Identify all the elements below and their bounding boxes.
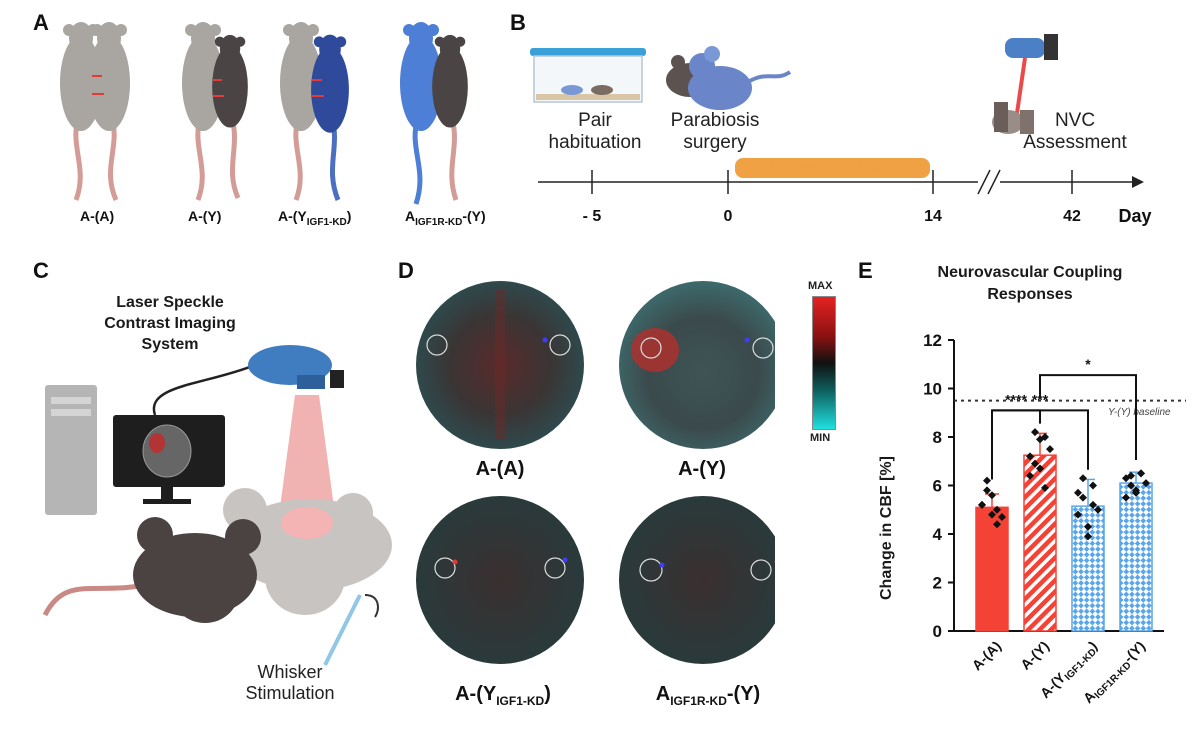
data-point bbox=[1041, 483, 1049, 492]
lsci-caption-ay-igf1kd: A-(YIGF1-KD) bbox=[455, 683, 551, 708]
lsci-image-aigf1rkd-y bbox=[619, 496, 775, 664]
nvc-setup-illustration bbox=[992, 34, 1058, 134]
lsci-caption-aa: A-(A) bbox=[475, 458, 525, 480]
lsci-image-ay-igf1kd bbox=[416, 496, 584, 664]
significance-label: * bbox=[1085, 356, 1091, 372]
colorbar bbox=[812, 296, 836, 430]
y-tick-label: 8 bbox=[933, 428, 942, 447]
panel-label-e: E bbox=[858, 258, 873, 283]
camera-illustration bbox=[248, 345, 344, 389]
data-point bbox=[993, 505, 1001, 514]
data-point bbox=[983, 486, 991, 495]
data-point bbox=[1079, 493, 1087, 502]
data-point bbox=[988, 491, 996, 500]
timeline-step-surgery: Parabiosis surgery bbox=[670, 110, 760, 153]
y-tick-label: 6 bbox=[933, 477, 942, 496]
y-tick-label: 10 bbox=[923, 380, 942, 399]
significance-label: **** bbox=[1005, 391, 1027, 407]
panel-label-c: C bbox=[33, 258, 49, 283]
mouse-pair-3 bbox=[280, 22, 349, 201]
timeline-tick-0: 0 bbox=[723, 208, 733, 225]
data-point bbox=[1127, 471, 1135, 480]
chart-y-axis-label: Change in CBF [%] bbox=[878, 456, 895, 600]
panel-a-group-1-label: A-(A) bbox=[80, 208, 115, 224]
data-point bbox=[993, 520, 1001, 529]
x-tick-label: A-(Y) bbox=[1017, 638, 1052, 673]
cage-illustration bbox=[530, 48, 646, 103]
data-point bbox=[1079, 474, 1087, 483]
post-surgical-care-bar bbox=[735, 158, 930, 178]
mouse-pair-2 bbox=[182, 22, 248, 201]
parabiosis-mice-illustration bbox=[666, 46, 792, 110]
significance-bracket bbox=[992, 409, 1089, 470]
data-point bbox=[1084, 532, 1092, 541]
data-point bbox=[1026, 471, 1034, 480]
lsci-caption-ay: A-(Y) bbox=[678, 458, 726, 480]
dark-mouse-illustration bbox=[42, 517, 261, 623]
panel-d-lsci-images bbox=[416, 281, 775, 664]
data-point bbox=[1074, 488, 1082, 497]
laser-beam bbox=[279, 395, 335, 515]
mouse-pair-4 bbox=[400, 22, 468, 205]
timeline-step-nvc: NVC Assessment bbox=[1023, 110, 1127, 153]
baseline-label: Y-(Y) baseline bbox=[1108, 407, 1171, 418]
imaging-system-title: Laser Speckle Contrast Imaging System bbox=[104, 294, 236, 353]
computer-tower bbox=[45, 385, 97, 515]
y-tick-label: 0 bbox=[933, 622, 942, 641]
data-point bbox=[1127, 481, 1135, 490]
data-point bbox=[1137, 469, 1145, 478]
bar bbox=[1023, 454, 1057, 632]
data-point bbox=[1142, 479, 1150, 488]
y-tick-label: 2 bbox=[933, 574, 942, 593]
data-point bbox=[1089, 500, 1097, 509]
data-point bbox=[1031, 428, 1039, 437]
timeline-step-habituation: Pair habituation bbox=[548, 110, 642, 153]
y-tick-label: 12 bbox=[923, 331, 942, 350]
data-point bbox=[1036, 464, 1044, 473]
colorbar-max-label: MAX bbox=[808, 280, 833, 292]
data-point bbox=[983, 476, 991, 485]
bar bbox=[975, 506, 1009, 632]
whisker-stimulation-label: Whisker Stimulation bbox=[245, 662, 335, 703]
whisker-stimulator bbox=[323, 594, 362, 666]
timeline-tick-minus5: - 5 bbox=[582, 208, 602, 225]
data-point bbox=[1084, 522, 1092, 531]
panel-a-group-4-label: AIGF1R-KD-(Y) bbox=[405, 208, 486, 228]
data-point bbox=[1089, 481, 1097, 490]
data-point bbox=[1132, 486, 1140, 495]
data-point bbox=[998, 513, 1006, 522]
data-point bbox=[1094, 505, 1102, 514]
timeline-axis-label: Day bbox=[1118, 206, 1152, 226]
colorbar-min-label: MIN bbox=[810, 432, 831, 444]
chart-title: Neurovascular Coupling Responses bbox=[937, 264, 1123, 303]
lsci-image-ay bbox=[619, 281, 775, 449]
panel-a-group-2-label: A-(Y) bbox=[188, 208, 222, 224]
panel-label-a: A bbox=[33, 10, 49, 35]
lsci-caption-aigf1rkd-y: AIGF1R-KD-(Y) bbox=[655, 683, 761, 708]
panel-b-timeline bbox=[530, 34, 1144, 195]
significance-bracket bbox=[1039, 374, 1137, 461]
data-point bbox=[1046, 445, 1054, 454]
panel-c-setup-illustration bbox=[42, 345, 392, 666]
timeline-tick-42: 42 bbox=[1063, 208, 1081, 225]
data-point bbox=[978, 500, 986, 509]
timeline-tick-14: 14 bbox=[924, 208, 942, 225]
x-tick-label: A-(A) bbox=[969, 638, 1005, 674]
post-surgical-care-label: Post-surgical care bbox=[771, 158, 894, 174]
panel-a-group-3-label: A-(YIGF1-KD) bbox=[278, 208, 352, 228]
panel-label-b: B bbox=[510, 10, 526, 35]
data-point bbox=[1026, 452, 1034, 461]
grey-mouse-illustration bbox=[223, 488, 392, 615]
data-point bbox=[1122, 493, 1130, 502]
panel-a-mice-illustration bbox=[60, 22, 468, 205]
data-point bbox=[1031, 459, 1039, 468]
panel-label-d: D bbox=[398, 258, 414, 283]
y-tick-label: 4 bbox=[933, 525, 943, 544]
bar bbox=[1119, 482, 1153, 632]
significance-label: *** bbox=[1032, 391, 1049, 407]
mouse-pair-1 bbox=[60, 22, 130, 202]
lsci-image-aa bbox=[416, 281, 584, 449]
data-point bbox=[1036, 435, 1044, 444]
